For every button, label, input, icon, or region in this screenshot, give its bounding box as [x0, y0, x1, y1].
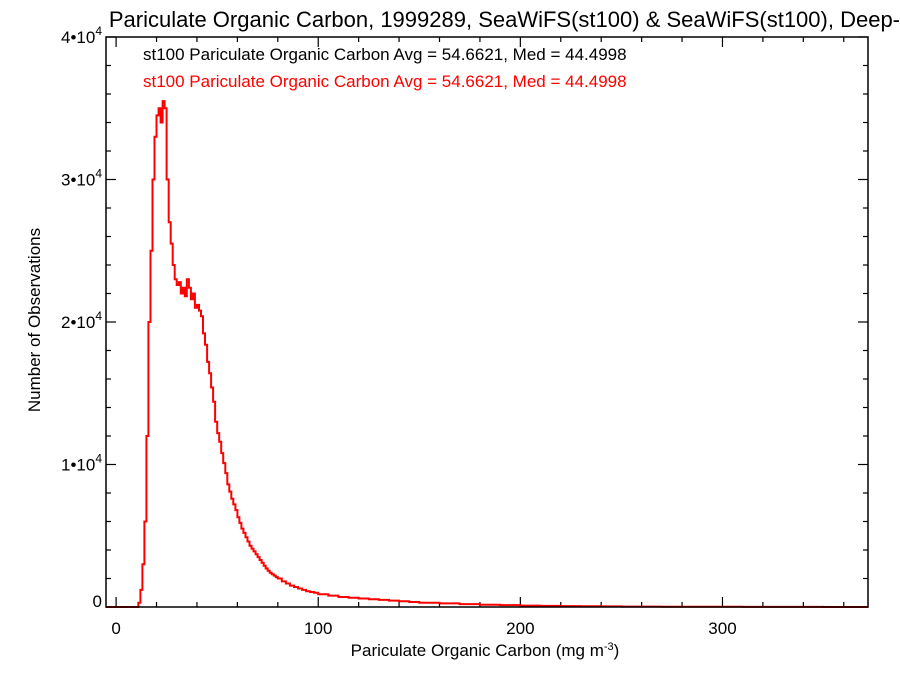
y-axis-label: Number of Observations	[25, 228, 44, 412]
histogram-line	[106, 100, 868, 608]
plot-frame	[105, 36, 869, 608]
annotations: st100 Pariculate Organic Carbon Avg = 54…	[143, 45, 627, 91]
y-tick-label: 0	[93, 592, 102, 611]
y-tick-label: 2•104	[61, 309, 102, 332]
stats-annotation: st100 Pariculate Organic Carbon Avg = 54…	[143, 45, 627, 64]
x-axis-label-end: )	[614, 641, 620, 660]
axis-tick-labels: 0 100 200 300 0 1•104 2•104 3•104 4•104	[61, 24, 737, 638]
chart-title: Pariculate Organic Carbon, 1999289, SeaW…	[109, 7, 900, 32]
x-tick-label: 0	[111, 619, 120, 638]
stats-annotation: st100 Pariculate Organic Carbon Avg = 54…	[143, 72, 627, 91]
y-tick-label: 3•104	[61, 167, 102, 190]
x-axis-label-superscript: -3	[604, 641, 614, 653]
x-tick-label: 100	[304, 619, 332, 638]
x-tick-label: 200	[506, 619, 534, 638]
y-axis-label-group: Number of Observations	[25, 228, 44, 412]
x-axis-label-main: Pariculate Organic Carbon (mg m	[351, 641, 604, 660]
y-tick-label: 1•104	[61, 452, 102, 475]
x-axis-label: Pariculate Organic Carbon (mg m-3)	[351, 641, 620, 660]
y-tick-label: 4•104	[61, 24, 102, 47]
axis-ticks	[106, 36, 868, 608]
x-tick-label: 300	[708, 619, 736, 638]
